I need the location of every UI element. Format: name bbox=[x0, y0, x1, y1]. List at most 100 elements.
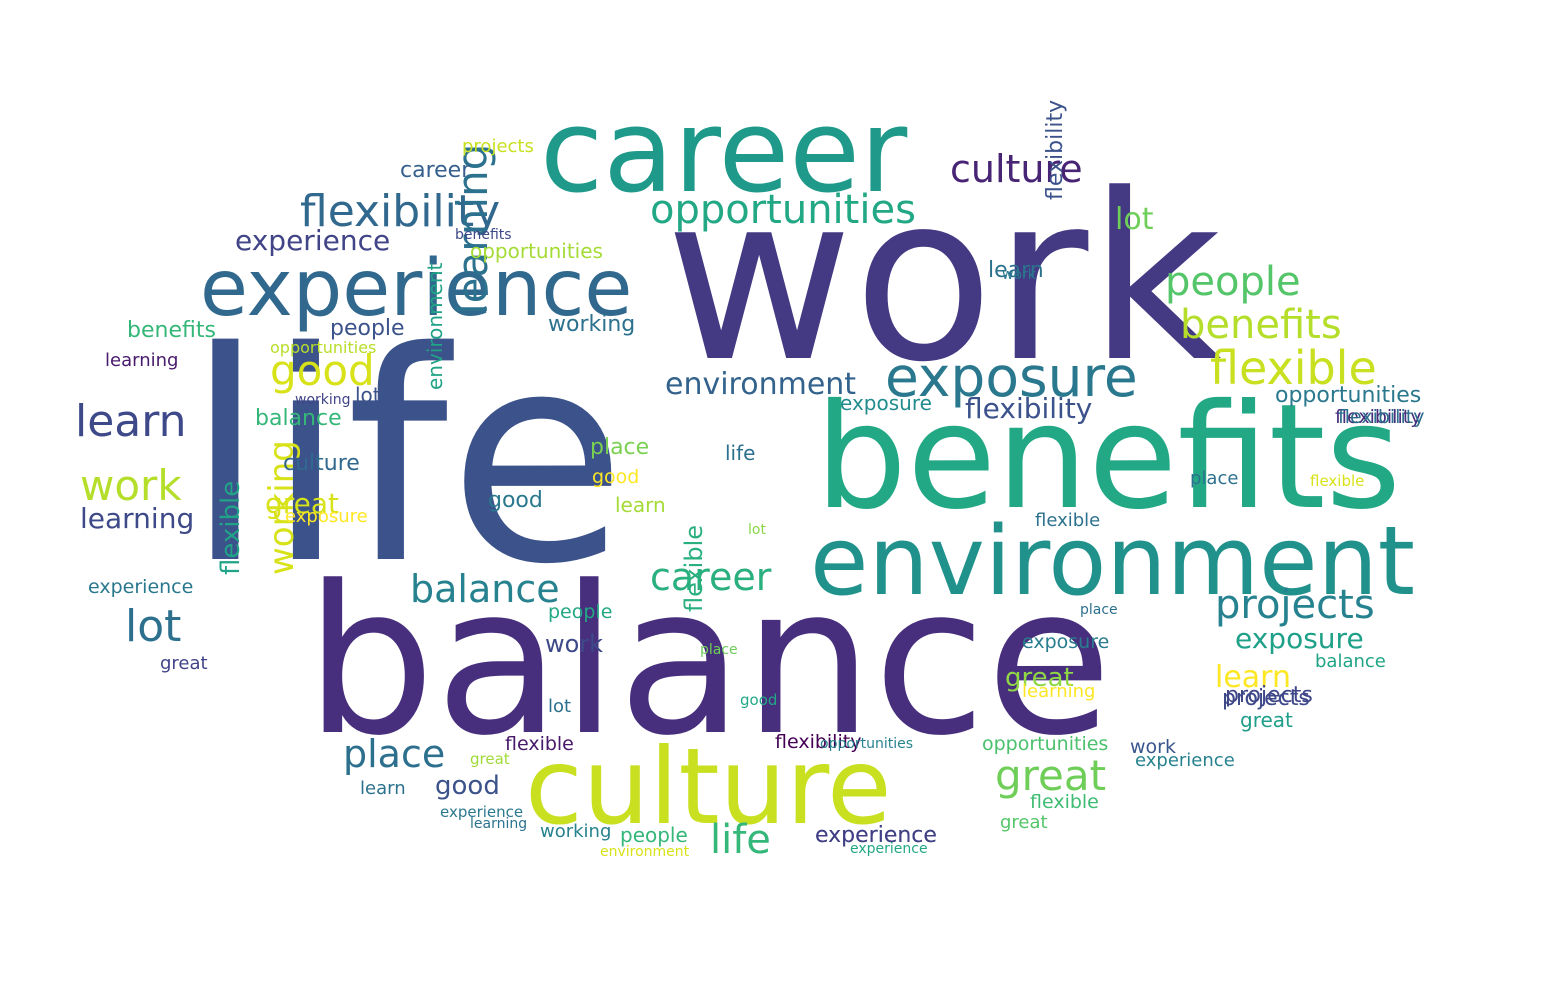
word-cloud-word: learning bbox=[80, 502, 195, 535]
word-cloud-word: balance bbox=[410, 567, 560, 611]
word-cloud-word: flexibility bbox=[1338, 406, 1425, 428]
word-cloud-word: flexible bbox=[1030, 791, 1099, 813]
word-cloud-word: exposure bbox=[1022, 631, 1110, 653]
word-cloud-word: flexible bbox=[1035, 510, 1101, 531]
word-cloud-word: experience bbox=[815, 823, 937, 848]
word-cloud-word: career bbox=[650, 555, 772, 599]
word-cloud-word: great bbox=[1000, 812, 1048, 833]
word-cloud-word: environment bbox=[600, 844, 690, 860]
word-cloud-word: learn bbox=[988, 258, 1044, 283]
word-cloud-word: experience bbox=[850, 841, 928, 857]
word-cloud-word: balance bbox=[1315, 651, 1386, 672]
word-cloud-word: environment bbox=[423, 262, 447, 390]
word-cloud-word: flexible bbox=[1210, 341, 1377, 395]
word-cloud-word: people bbox=[548, 601, 613, 623]
word-cloud-word: good bbox=[435, 771, 500, 801]
word-cloud-word: projects bbox=[462, 136, 534, 157]
word-cloud-word: flexible bbox=[505, 733, 574, 755]
word-cloud-word: flexibility bbox=[775, 731, 862, 753]
word-cloud-word: lot bbox=[548, 696, 572, 717]
word-cloud-word: work bbox=[80, 461, 182, 510]
word-cloud-word: experience bbox=[200, 244, 633, 334]
word-cloud-word: learn bbox=[75, 396, 187, 447]
word-cloud-word: flexible bbox=[680, 525, 708, 612]
word-cloud-word: culture bbox=[950, 147, 1083, 191]
word-cloud-word: opportunities bbox=[470, 239, 603, 263]
word-cloud-word: good bbox=[270, 346, 375, 395]
word-cloud-word: work bbox=[545, 630, 604, 658]
word-cloud-word: exposure bbox=[885, 345, 1138, 409]
word-cloud-word: great bbox=[995, 751, 1107, 800]
word-cloud-word: projects bbox=[1215, 582, 1375, 628]
word-cloud-word: great bbox=[160, 653, 208, 674]
word-cloud-word: great bbox=[265, 487, 340, 520]
word-cloud-word: projects bbox=[1225, 683, 1313, 708]
word-cloud-word: people bbox=[330, 316, 405, 341]
word-cloud-word: people bbox=[620, 823, 688, 847]
word-cloud-word: people bbox=[1165, 259, 1301, 305]
word-cloud-word: flexibility bbox=[965, 392, 1093, 425]
word-cloud-word: career bbox=[540, 85, 908, 219]
word-cloud-word: life bbox=[185, 291, 627, 628]
word-cloud-word: working bbox=[540, 821, 612, 842]
word-cloud-word: flexibility bbox=[1335, 406, 1422, 428]
word-cloud-word: experience bbox=[815, 823, 937, 848]
word-cloud-word: experience bbox=[1135, 750, 1235, 771]
word-cloud-word: good bbox=[740, 691, 778, 709]
word-cloud-word: balance bbox=[305, 543, 1113, 781]
word-cloud-word: flexible bbox=[216, 480, 246, 575]
word-cloud-word: work bbox=[1130, 736, 1176, 758]
word-cloud-word: working bbox=[548, 312, 636, 337]
word-cloud-word: place bbox=[1080, 602, 1118, 618]
word-cloud-word: benefits bbox=[127, 318, 216, 343]
word-cloud-word: good bbox=[488, 488, 543, 513]
word-cloud-word: environment bbox=[810, 507, 1416, 617]
word-cloud-word: great bbox=[1005, 663, 1074, 693]
word-cloud-word: exposure bbox=[1235, 622, 1364, 655]
word-cloud-word: experience bbox=[440, 803, 524, 821]
word-cloud-word: learning bbox=[1022, 681, 1096, 702]
word-cloud-word: great bbox=[470, 750, 510, 768]
word-cloud-word: good bbox=[592, 466, 640, 488]
word-cloud-word: life bbox=[710, 817, 771, 863]
word-cloud-word: place bbox=[1190, 468, 1239, 489]
word-cloud-word: opportunities bbox=[1275, 383, 1422, 408]
word-cloud-word: learn bbox=[1215, 660, 1291, 695]
word-cloud-word: culture bbox=[283, 451, 360, 476]
word-cloud-word: culture bbox=[525, 726, 892, 848]
word-cloud-word: learning bbox=[470, 816, 528, 832]
word-cloud-word: exposure bbox=[840, 391, 932, 415]
word-cloud-word: benefits bbox=[815, 373, 1402, 542]
word-cloud-word: projects bbox=[1222, 686, 1310, 711]
word-cloud-word: place bbox=[590, 435, 650, 460]
word-cloud-word: experience bbox=[88, 576, 194, 598]
word-cloud-word: experience bbox=[235, 224, 391, 257]
word-cloud-word: place bbox=[343, 732, 446, 776]
word-cloud-word: work bbox=[1002, 267, 1036, 283]
word-cloud-word: environment bbox=[665, 367, 857, 402]
word-cloud-word: flexible bbox=[1310, 472, 1365, 490]
word-cloud-word: lot bbox=[748, 522, 766, 538]
word-cloud-word: lot bbox=[1115, 202, 1154, 237]
word-cloud-word: lot bbox=[125, 601, 182, 652]
word-cloud-word: benefits bbox=[1180, 302, 1342, 348]
word-cloud-word: learn bbox=[360, 778, 406, 799]
word-cloud-word: working bbox=[295, 392, 351, 408]
word-cloud-word: benefits bbox=[455, 227, 512, 243]
word-cloud-word: opportunities bbox=[270, 338, 377, 357]
word-cloud-word: exposure bbox=[285, 506, 368, 527]
word-cloud-word: learning bbox=[105, 350, 179, 371]
word-cloud-word: flexibility bbox=[300, 186, 501, 237]
word-cloud-word: great bbox=[1240, 708, 1293, 732]
word-cloud-word: balance bbox=[255, 406, 342, 431]
word-cloud-word: opportunities bbox=[982, 733, 1109, 755]
word-cloud-word: opportunities bbox=[650, 187, 916, 233]
word-cloud-word: life bbox=[725, 441, 756, 465]
word-cloud-word: work bbox=[665, 146, 1222, 413]
word-cloud-word: career bbox=[400, 158, 471, 183]
word-cloud-word: lot bbox=[355, 383, 381, 407]
word-cloud-word: learn bbox=[615, 493, 666, 517]
word-cloud-word: flexibility bbox=[1043, 99, 1068, 200]
word-cloud-word: place bbox=[700, 642, 738, 658]
